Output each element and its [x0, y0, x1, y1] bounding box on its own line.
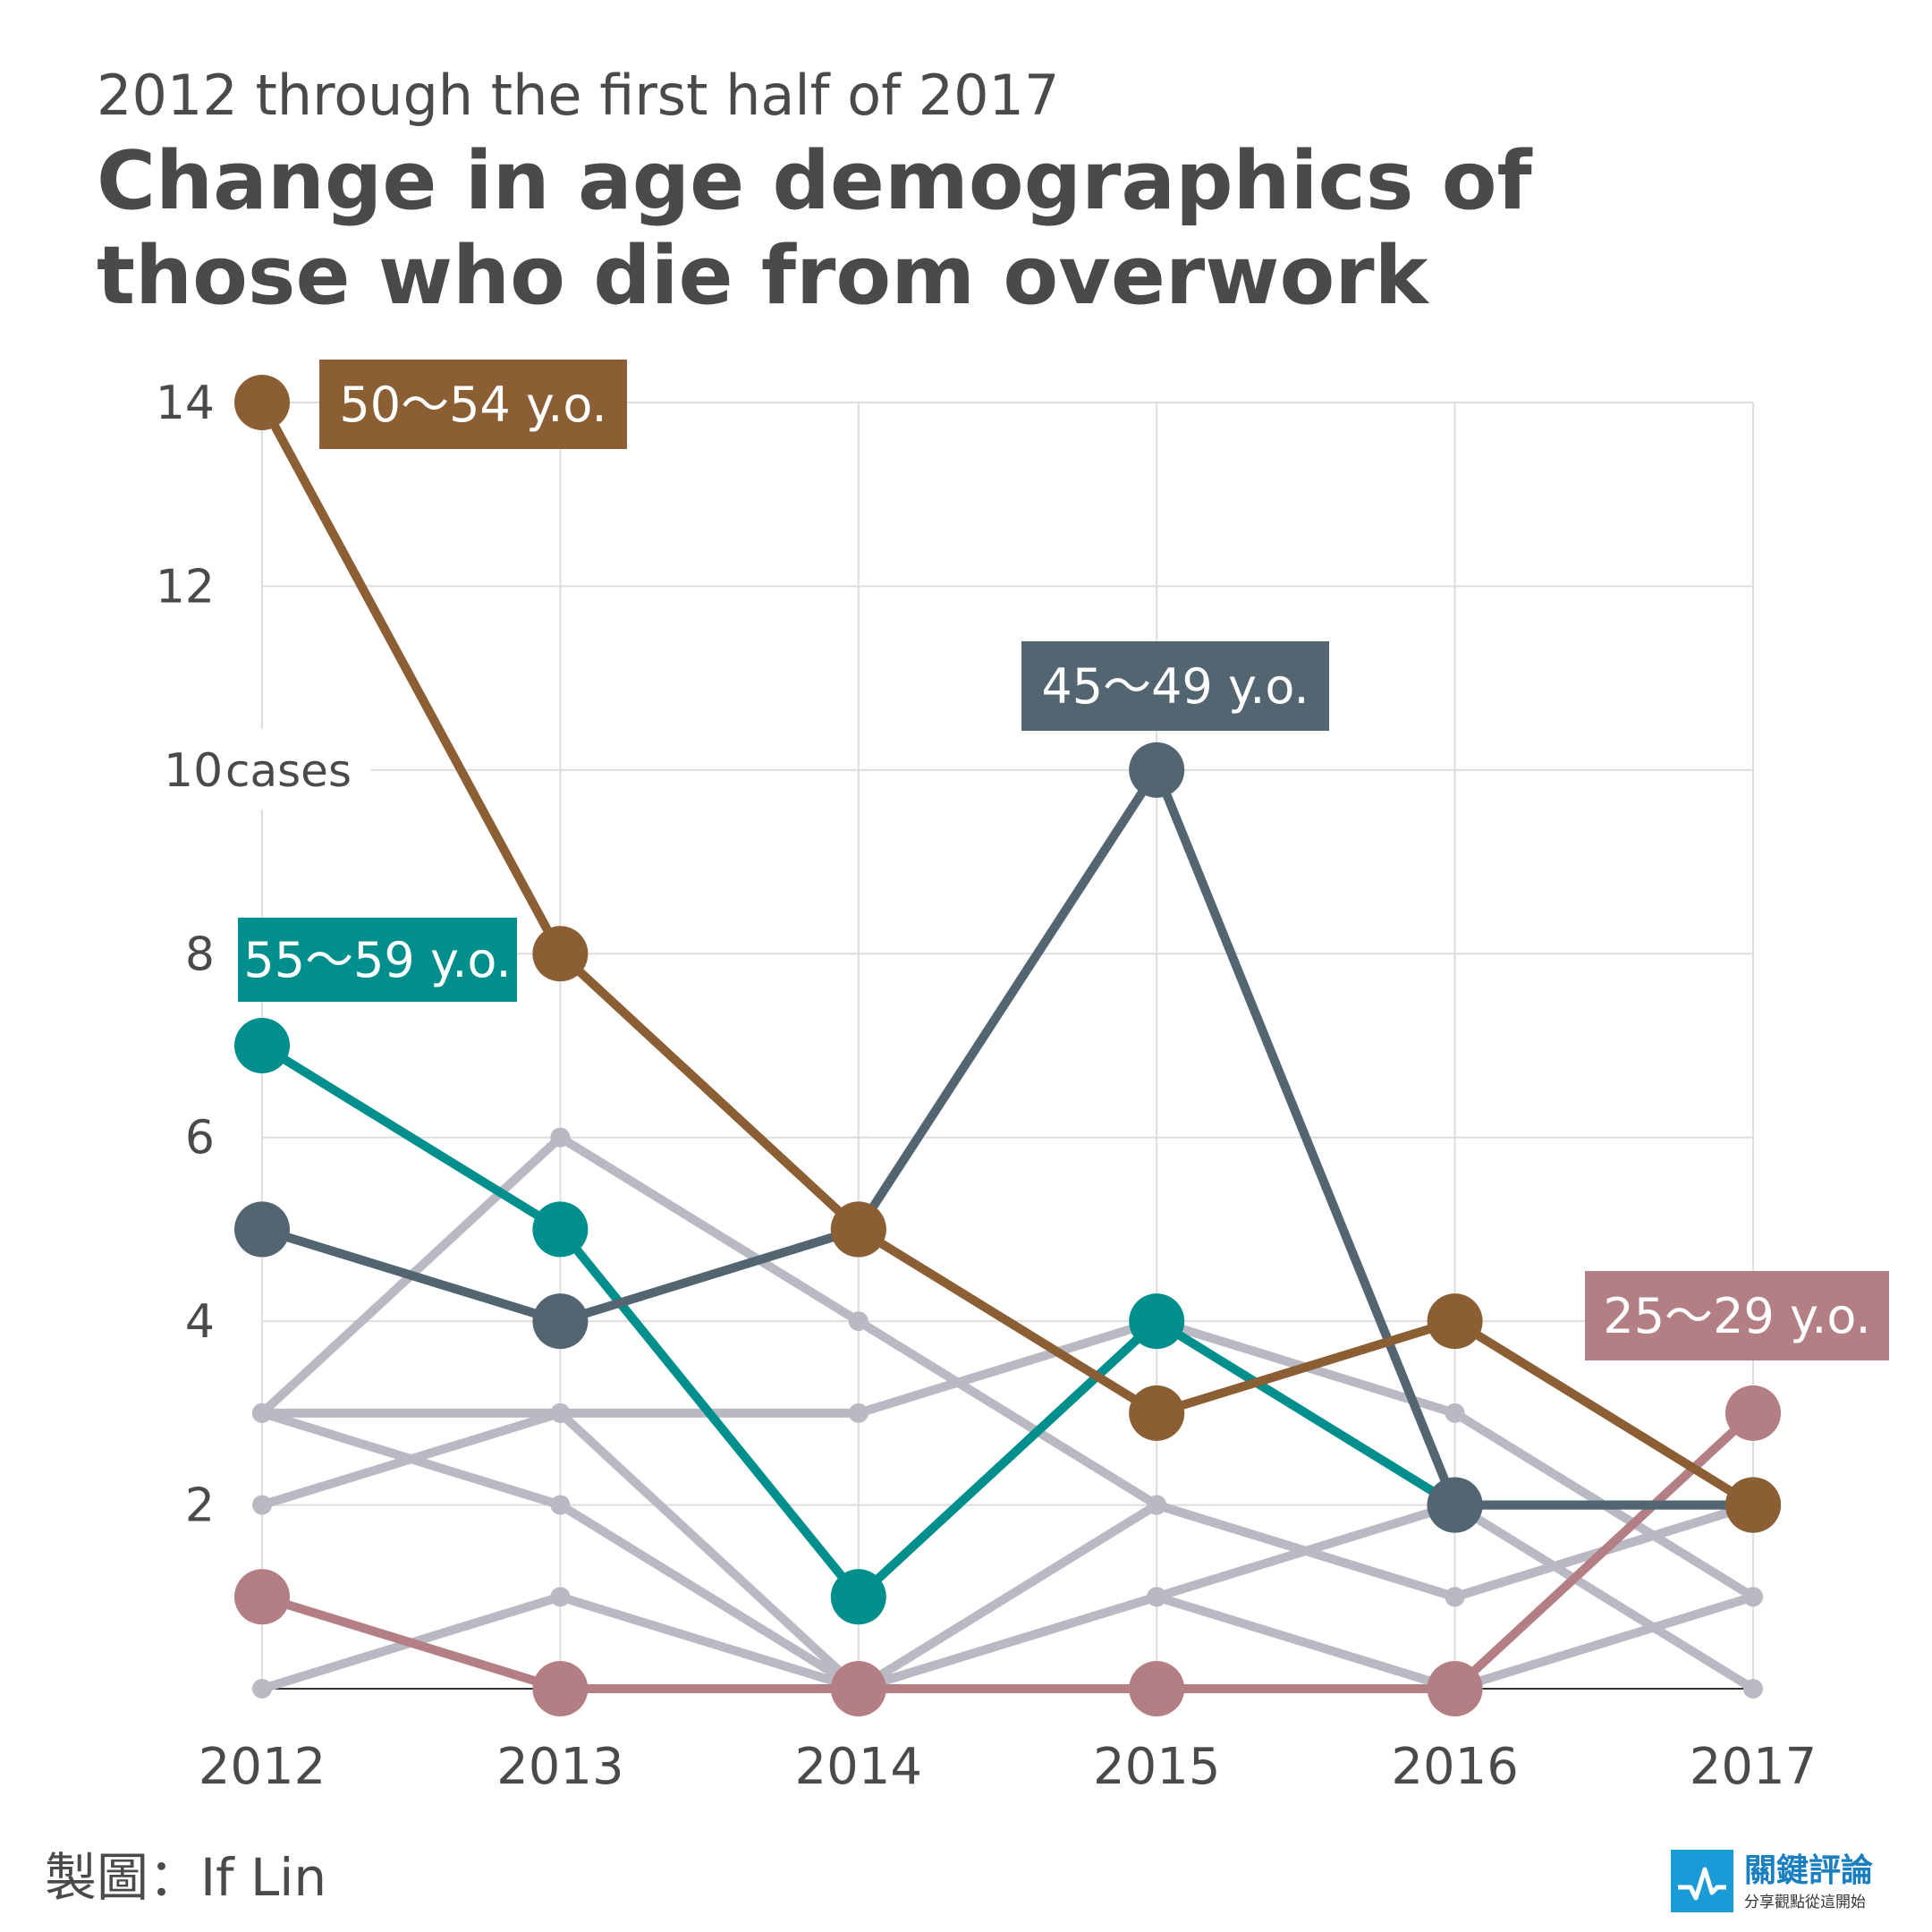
series-point — [1427, 1293, 1483, 1350]
background-series-point — [1743, 1587, 1763, 1607]
series-label: 50～54 y.o. — [339, 377, 606, 433]
y-tick-label: 14 — [156, 377, 215, 430]
series-label-box — [319, 360, 627, 449]
series-label: 25～29 y.o. — [1603, 1288, 1870, 1344]
series-point — [1129, 1385, 1185, 1441]
series-point — [532, 926, 589, 982]
series-point — [1725, 1385, 1781, 1441]
background-series-point — [550, 1587, 571, 1607]
series-point — [234, 1569, 290, 1625]
y-axis-unit-label: cases — [225, 745, 352, 797]
series-point — [1427, 1477, 1483, 1533]
logo-mark — [1671, 1850, 1733, 1912]
series-line — [258, 1408, 1758, 1693]
series-point — [1129, 741, 1185, 798]
x-tick-label: 2012 — [199, 1738, 326, 1796]
background-series-point — [252, 1495, 272, 1515]
series-point — [1129, 1293, 1185, 1350]
series-label-layer: 25～29 y.o. 55～59 y.o. 45～49 y.o. 50～54 y.o. — [238, 360, 1889, 1360]
background-series-point — [550, 1402, 571, 1423]
x-tick-label: 2014 — [795, 1738, 923, 1796]
background-series-line — [258, 1592, 1758, 1693]
y-tick-label: 12 — [156, 560, 215, 614]
series-point — [234, 1018, 290, 1073]
series-label-box — [1585, 1271, 1889, 1360]
series-point — [830, 1201, 886, 1258]
x-tick-label: 2017 — [1690, 1738, 1818, 1796]
series-point — [1129, 1661, 1185, 1716]
logo-tagline: 分享觀點從這開始 — [1744, 1894, 1866, 1911]
series-label: 45～49 y.o. — [1041, 658, 1309, 715]
y-tick-label: 2 — [185, 1479, 215, 1533]
series-point — [532, 1293, 589, 1350]
series-label: 55～59 y.o. — [243, 932, 511, 988]
series-point — [1725, 1477, 1781, 1533]
x-tick-label: 2016 — [1391, 1738, 1519, 1796]
series-label-box — [1021, 641, 1329, 731]
x-tick-label: 2013 — [496, 1738, 624, 1796]
background-series-point — [252, 1679, 272, 1699]
series-point — [830, 1569, 886, 1625]
background-series-point — [550, 1127, 571, 1148]
background-series-point — [1445, 1402, 1465, 1423]
series-label-box — [238, 918, 517, 1002]
highlight-series-layer — [234, 375, 1781, 1716]
background-series-line — [258, 1408, 1758, 1693]
pulse-icon — [1678, 1867, 1726, 1901]
y-tick-label: 8 — [185, 928, 215, 981]
chart-subtitle: 2012 through the first half of 2017 — [97, 63, 1060, 128]
axis-layer: 14 12 10 cases 8 6 4 2 2012 2013 2014 2015 2016 2017 — [156, 377, 1817, 1796]
background-series-point — [1147, 1587, 1167, 1607]
credit-text: 製圖：If Lin — [45, 1847, 327, 1908]
publisher-logo: 關鍵評論 分享觀點從這開始 — [1671, 1850, 1903, 1921]
series-point — [234, 375, 290, 430]
background-series-line — [258, 1317, 1758, 1602]
background-series-point — [848, 1402, 869, 1423]
background-series-point — [1445, 1587, 1465, 1607]
y-tick-label: 6 — [185, 1112, 215, 1165]
background-series-point — [1743, 1679, 1763, 1699]
series-point — [532, 1661, 589, 1716]
x-tick-label: 2015 — [1093, 1738, 1221, 1796]
background-series-point — [848, 1311, 869, 1332]
y-tick-label: 4 — [185, 1295, 215, 1349]
series-line — [258, 765, 1758, 1510]
series-point — [532, 1201, 589, 1258]
grid-layer — [261, 402, 1754, 1689]
logo-name: 關鍵評論 — [1744, 1852, 1874, 1889]
chart-title: Change in age demographics of those who … — [97, 134, 1532, 323]
background-series-point — [550, 1495, 571, 1515]
series-point — [234, 1201, 290, 1258]
series-point — [830, 1661, 886, 1716]
series-line — [258, 398, 1758, 1510]
y-tick-label: 10 — [164, 744, 223, 798]
background-series-point — [1147, 1495, 1167, 1515]
series-point — [1427, 1661, 1483, 1716]
background-series-point — [252, 1402, 272, 1423]
